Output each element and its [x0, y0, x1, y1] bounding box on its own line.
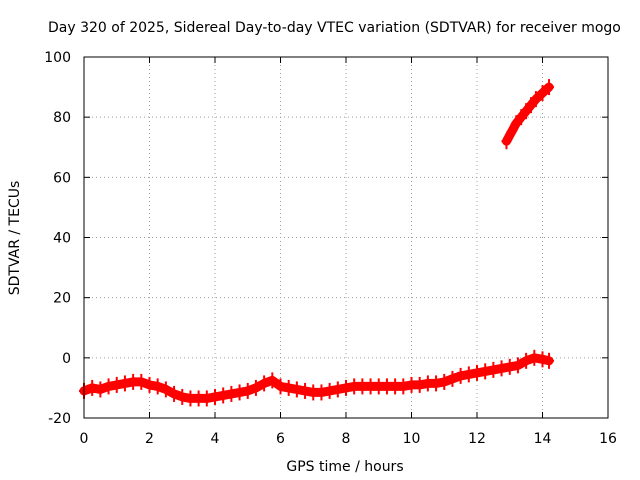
data-point — [144, 376, 155, 393]
y-axis-label: SDTVAR / TECUs — [7, 181, 23, 296]
y-tick-label: 0 — [62, 351, 71, 367]
data-point — [119, 375, 130, 392]
data-point — [431, 375, 442, 392]
y-tick-label: 20 — [53, 291, 71, 307]
y-tick-label: 40 — [53, 231, 71, 247]
data-point — [259, 375, 270, 392]
data-point — [136, 373, 147, 390]
data-point — [152, 378, 163, 395]
data-point — [537, 85, 548, 102]
x-tick-label: 8 — [342, 431, 351, 447]
data-point — [463, 366, 474, 383]
data-point — [316, 384, 327, 401]
data-layer — [79, 79, 555, 407]
y-tick-label: -20 — [48, 411, 71, 427]
data-point — [111, 376, 122, 393]
data-point — [414, 376, 425, 393]
data-point — [504, 358, 515, 375]
y-tick-label: 100 — [44, 50, 71, 66]
data-point — [218, 387, 229, 404]
data-point — [521, 352, 532, 369]
data-point — [201, 390, 212, 407]
data-point — [283, 379, 294, 396]
data-point — [529, 349, 540, 366]
data-point — [488, 361, 499, 378]
data-point — [95, 381, 106, 398]
data-point — [530, 91, 541, 108]
x-axis-label: GPS time / hours — [286, 459, 403, 475]
data-point — [537, 351, 548, 368]
data-point — [267, 372, 278, 389]
tick-layer: 0 2 4 6 8 10 12 14 16 -20 0 20 40 60 80 100 — [44, 50, 617, 447]
data-point — [210, 388, 220, 405]
y-tick-label: 80 — [53, 110, 71, 126]
data-point — [480, 363, 491, 380]
data-point — [242, 382, 253, 399]
data-point — [544, 79, 555, 96]
data-point — [169, 385, 180, 402]
data-point — [496, 360, 507, 377]
data-point — [398, 378, 409, 395]
data-point — [472, 364, 482, 381]
x-tick-label: 2 — [145, 431, 154, 447]
data-point — [544, 352, 555, 369]
data-point — [300, 382, 311, 399]
data-point — [103, 378, 114, 395]
x-tick-label: 6 — [276, 431, 285, 447]
data-point — [332, 381, 343, 398]
x-tick-label: 14 — [534, 431, 552, 447]
x-tick-label: 12 — [468, 431, 486, 447]
x-tick-label: 10 — [403, 431, 421, 447]
data-point — [177, 388, 188, 405]
data-point — [275, 378, 286, 395]
x-tick-label: 0 — [80, 431, 89, 447]
data-point — [160, 381, 171, 398]
y-tick-label: 60 — [53, 170, 71, 186]
data-point — [291, 381, 302, 398]
x-tick-label: 4 — [211, 431, 220, 447]
data-point — [439, 373, 450, 390]
data-point — [512, 357, 523, 374]
data-point — [455, 367, 466, 384]
data-point — [87, 379, 98, 396]
data-point — [324, 382, 335, 399]
chart-title: Day 320 of 2025, Sidereal Day-to-day VTE… — [48, 20, 621, 36]
data-point — [234, 384, 245, 401]
x-tick-label: 16 — [599, 431, 617, 447]
data-point — [447, 370, 458, 387]
data-point — [226, 385, 237, 402]
data-point — [501, 133, 512, 150]
data-point — [250, 379, 261, 396]
data-point — [506, 124, 517, 141]
data-point — [341, 379, 351, 396]
